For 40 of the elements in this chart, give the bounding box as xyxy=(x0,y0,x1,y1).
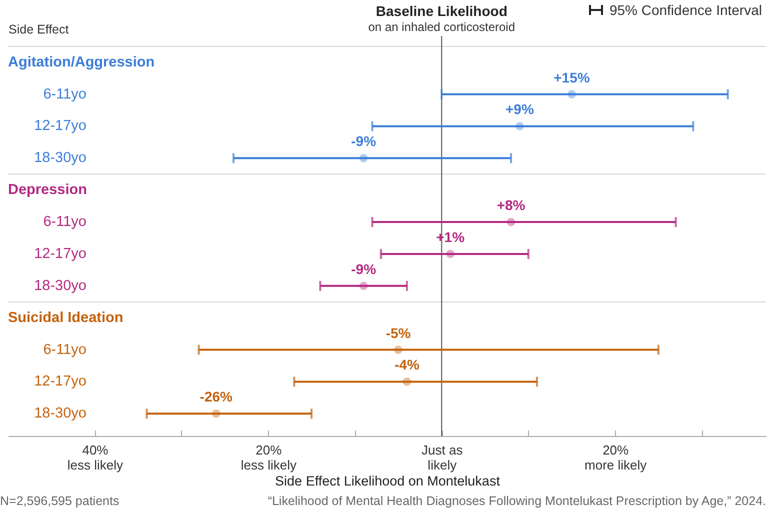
y-tick-label: 6-11yo xyxy=(43,214,86,230)
x-tick-label: 20% less likely xyxy=(240,442,297,472)
point xyxy=(516,122,524,130)
data-label: +8% xyxy=(496,197,526,214)
text: Agitation/Aggression xyxy=(8,54,155,70)
point xyxy=(394,346,402,354)
x-tick-label: Just as likely xyxy=(422,442,464,472)
text: N=2,596,595 patients xyxy=(0,494,120,508)
data-label: -26% xyxy=(200,388,234,405)
y-tick-label: 18-30yo xyxy=(34,150,86,166)
text: 95% Confidence Interval xyxy=(609,2,762,18)
y-tick-label: 18-30yo xyxy=(34,278,86,294)
y-tick-label: 6-11yo xyxy=(43,342,86,358)
point xyxy=(359,154,368,162)
y-tick-label: 12-17yo xyxy=(34,374,86,390)
ref-line-label: Baseline Likelihood xyxy=(376,3,508,19)
data-label: +9% xyxy=(505,101,534,118)
y-tick-label: 18-30yo xyxy=(34,406,86,422)
data-label: -5% xyxy=(386,324,412,341)
y-tick-label: 12-17yo xyxy=(34,118,86,134)
text: on an inhaled corticosteroid xyxy=(368,20,516,34)
x-tick-label: 40% less likely xyxy=(67,442,124,472)
y-axis-title: Side Effect xyxy=(8,22,70,36)
point xyxy=(446,250,454,258)
point xyxy=(506,218,516,226)
point xyxy=(402,378,412,386)
point xyxy=(212,409,220,418)
text: Suicidal Ideation xyxy=(8,310,124,326)
x-axis-title: Side Effect Likelihood on Montelukast xyxy=(275,474,500,488)
data-label: -9% xyxy=(351,133,377,150)
text: “Likelihood of Mental Health Diagnoses Following Montelukast Prescription by Age,” 2024. xyxy=(268,494,766,508)
point xyxy=(568,90,576,98)
data-label: -4% xyxy=(394,356,420,373)
y-tick-label: 6-11yo xyxy=(43,86,86,102)
text: Depression xyxy=(8,182,87,198)
point xyxy=(359,282,368,290)
data-label: -9% xyxy=(351,260,377,277)
x-tick-label: 20% more likely xyxy=(584,442,648,472)
data-label: +15% xyxy=(554,69,590,86)
y-tick-label: 12-17yo xyxy=(34,246,86,262)
